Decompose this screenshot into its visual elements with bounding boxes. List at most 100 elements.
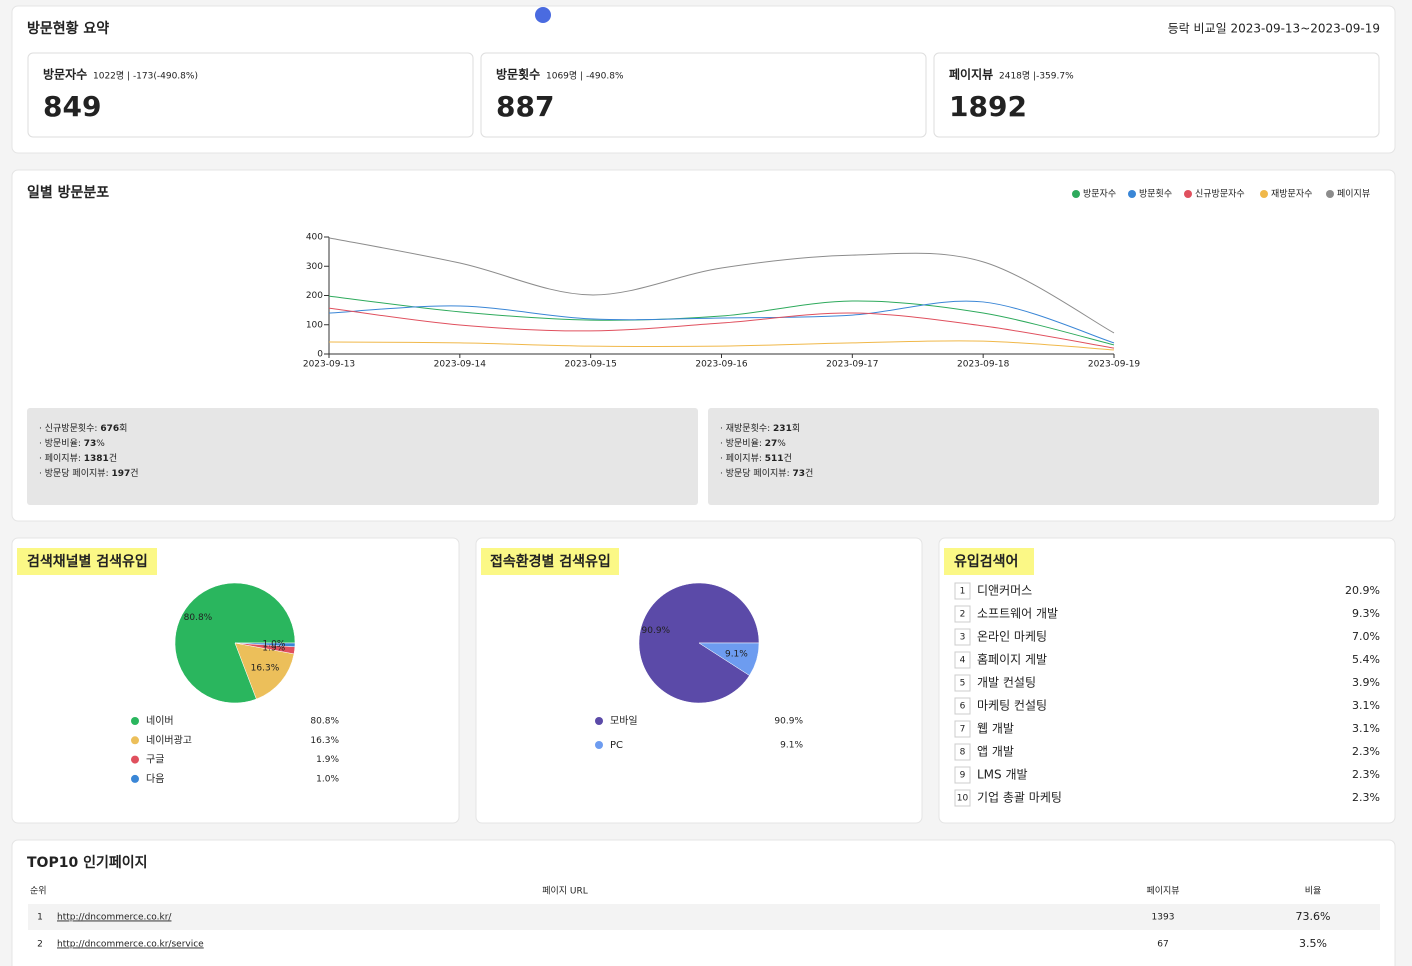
rank-box bbox=[954, 720, 971, 738]
legend-dot bbox=[131, 774, 139, 783]
rank-box bbox=[954, 628, 971, 646]
page-url[interactable]: http://dncommerce.co.kr/service bbox=[57, 940, 204, 950]
stat-line: · 페이지뷰: 511건 bbox=[720, 453, 792, 464]
stat-part: 건 bbox=[805, 468, 813, 479]
keyword-share: 9.3% bbox=[1352, 607, 1380, 620]
table-header: 페이지 URL bbox=[542, 886, 588, 897]
title-highlight bbox=[481, 548, 619, 575]
legend-label: PC bbox=[610, 740, 623, 751]
legend-dot bbox=[1184, 190, 1192, 198]
table-header: 비율 bbox=[1305, 886, 1322, 897]
rank-box bbox=[954, 697, 971, 715]
stat-part: : bbox=[767, 424, 773, 434]
legend-dot bbox=[595, 717, 603, 725]
keyword: 소프트웨어 개발 bbox=[977, 607, 1058, 621]
keyword: 앱 개발 bbox=[977, 745, 1014, 759]
legend-value: 1.9% bbox=[316, 755, 339, 765]
line-series bbox=[328, 307, 1115, 349]
stat-part: 회 bbox=[792, 423, 800, 434]
stat-sub: 1069명 | -490.8% bbox=[546, 71, 624, 82]
stat-part: · bbox=[39, 439, 45, 449]
stat-part: : bbox=[759, 439, 765, 449]
stat-value: 887 bbox=[496, 90, 554, 123]
stat-part: : bbox=[78, 439, 84, 449]
section-title: 접속환경별 검색유입 bbox=[490, 553, 611, 570]
legend-value: 80.8% bbox=[310, 717, 339, 727]
slice-label: 1.0% bbox=[263, 640, 286, 650]
stat-part: 676 bbox=[100, 424, 119, 434]
stat-part: % bbox=[777, 439, 786, 449]
stat-line: · 재방문횟수: 231회 bbox=[720, 422, 800, 434]
stat-label: 방문횟수 bbox=[496, 67, 540, 82]
stat-box bbox=[27, 408, 698, 505]
stat-part: 회 bbox=[119, 423, 127, 434]
section-title: 방문현황 요약 bbox=[27, 20, 109, 37]
legend-dot bbox=[1326, 190, 1334, 198]
legend-label: 모바일 bbox=[610, 715, 638, 727]
line-series bbox=[328, 237, 1115, 334]
legend-dot bbox=[1260, 190, 1268, 198]
table-header: 순위 bbox=[30, 886, 47, 897]
stat-line: · 신규방문횟수: 676회 bbox=[39, 422, 127, 434]
y-tick-label: 100 bbox=[306, 320, 323, 330]
rank: 10 bbox=[957, 794, 969, 804]
legend-label: 네이버광고 bbox=[146, 734, 192, 746]
table-cell: 1393 bbox=[1152, 913, 1175, 923]
stat-part: 27 bbox=[765, 439, 778, 449]
rank: 6 bbox=[960, 702, 966, 712]
stat-sub: 1022명 | -173(-490.8%) bbox=[93, 71, 198, 82]
rank-box bbox=[954, 743, 971, 761]
stat-sub: 2418명 |-359.7% bbox=[999, 71, 1074, 82]
legend-dot bbox=[131, 717, 139, 725]
stat-part: 방문당 페이지뷰 bbox=[726, 468, 787, 479]
stat-line: · 방문당 페이지뷰: 73건 bbox=[720, 468, 813, 479]
keyword-share: 20.9% bbox=[1345, 584, 1380, 597]
stat-part: 재방문횟수 bbox=[726, 422, 767, 434]
x-tick-label: 2023-09-15 bbox=[565, 360, 617, 370]
stat-value: 849 bbox=[43, 90, 101, 123]
stat-label: 방문자수 bbox=[43, 67, 87, 82]
stat-part: 방문비율 bbox=[726, 438, 759, 449]
stat-part: · bbox=[720, 454, 726, 464]
slice-label: 90.9% bbox=[642, 626, 671, 636]
rank-box bbox=[954, 605, 971, 623]
legend-dot bbox=[1072, 190, 1080, 198]
page-url[interactable]: http://dncommerce.co.kr/ bbox=[57, 913, 172, 923]
keyword-share: 5.4% bbox=[1352, 653, 1380, 666]
stat-part: 페이지뷰 bbox=[45, 453, 78, 464]
keyword: 디앤커머스 bbox=[977, 584, 1032, 598]
table-cell: 1 bbox=[37, 913, 43, 923]
stat-part: · bbox=[39, 454, 45, 464]
stat-part: · bbox=[39, 424, 45, 434]
table-cell: 67 bbox=[1157, 940, 1168, 950]
rank: 1 bbox=[960, 587, 966, 597]
stat-card bbox=[27, 52, 474, 138]
rank-box bbox=[954, 766, 971, 784]
top-pages-card bbox=[11, 839, 1396, 966]
stat-line: · 방문비율: 27% bbox=[720, 438, 786, 449]
stat-part: 231 bbox=[773, 424, 792, 434]
legend-label: 페이지뷰 bbox=[1337, 189, 1370, 200]
keyword-share: 3.9% bbox=[1352, 676, 1380, 689]
stat-box bbox=[708, 408, 1379, 505]
table-cell: 2 bbox=[37, 940, 43, 950]
legend-label: 방문자수 bbox=[1083, 189, 1116, 200]
row-stripe bbox=[28, 904, 1380, 930]
stat-part: 건 bbox=[784, 453, 792, 464]
stat-part: 73 bbox=[792, 469, 805, 479]
stat-part: 511 bbox=[765, 454, 784, 464]
legend-label: 신규방문자수 bbox=[1195, 189, 1245, 200]
y-tick-label: 400 bbox=[306, 233, 323, 243]
keyword: 온라인 마케팅 bbox=[977, 630, 1047, 644]
stat-line: · 방문비율: 73% bbox=[39, 438, 105, 449]
stat-part: : bbox=[94, 424, 100, 434]
section-title: 일별 방문분포 bbox=[27, 184, 109, 201]
legend-label: 네이버 bbox=[146, 715, 174, 727]
stat-card bbox=[480, 52, 927, 138]
legend-value: 1.0% bbox=[316, 774, 339, 784]
stat-line: · 페이지뷰: 1381건 bbox=[39, 453, 117, 464]
stat-part: 페이지뷰 bbox=[726, 453, 759, 464]
line-series bbox=[328, 340, 1115, 351]
y-tick-label: 0 bbox=[317, 350, 323, 360]
